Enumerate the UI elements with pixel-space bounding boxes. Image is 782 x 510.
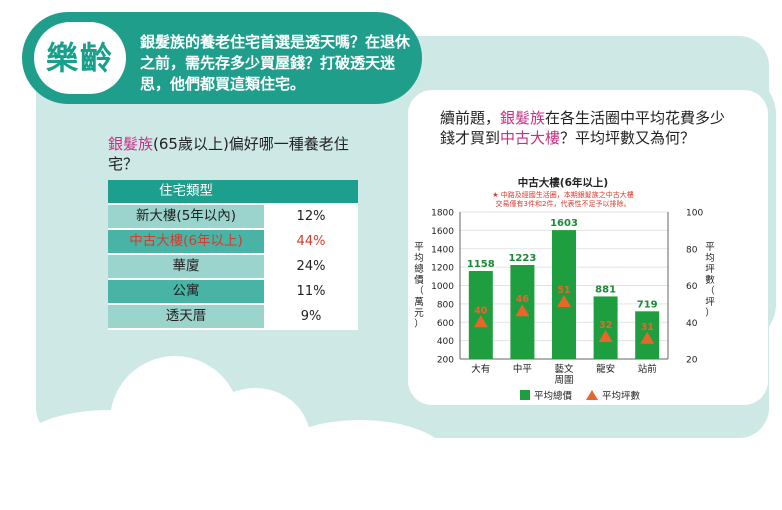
y2-tick-label: 80: [686, 245, 698, 255]
y-tick-label: 1400: [431, 245, 454, 255]
chart-title: 中古大樓(6年以上): [518, 176, 608, 189]
table-cell-type: 公寓: [108, 280, 264, 303]
table-cell-pct: 9%: [264, 305, 358, 328]
y-tick-label: 200: [437, 356, 454, 366]
y2-tick-label: 60: [686, 282, 698, 292]
y-tick-label: 400: [437, 337, 454, 347]
x-tick-label: 中平: [513, 363, 533, 375]
area-value-label: 46: [516, 294, 530, 305]
table-cell-pct: 11%: [264, 280, 358, 303]
legend-swatch-marker: [586, 390, 598, 400]
area-marker: [598, 329, 613, 342]
y2-tick-label: 40: [686, 319, 698, 329]
bar-value-label: 881: [595, 284, 616, 295]
y2-axis-title: 平均坪數（坪）: [705, 242, 715, 319]
area-marker: [557, 295, 571, 308]
table-header-type: 住宅類型: [108, 180, 264, 203]
left-question: 銀髮族(65歲以上)偏好哪一種養老住宅？: [108, 134, 358, 174]
bar: [468, 270, 493, 359]
right-question-highlight: 銀髮族: [500, 109, 546, 127]
right-question-part: 在各生活圈中平均花費多少錢才買到: [440, 109, 726, 147]
y-tick-label: 1200: [431, 264, 454, 274]
legend-label: 平均總價: [534, 390, 573, 402]
table-cell-type: 華廈: [108, 255, 264, 278]
housing-type-table: 住宅類型 新大樓(5年以內) 12% 中古大樓(6年以上) 44% 華廈 24%…: [108, 180, 358, 330]
table-cell-pct: 24%: [264, 255, 358, 278]
legend-label: 平均坪數: [602, 390, 641, 402]
badge-label: 樂齡: [45, 39, 114, 77]
y-tick-label: 1600: [431, 227, 454, 237]
left-question-highlight: 銀髮族: [108, 135, 154, 153]
right-question-part: 續前題，: [440, 109, 501, 127]
table-header-empty: [264, 180, 358, 203]
area-marker: [515, 304, 530, 317]
chart-note: ★ 中路及經國生活圈，本期銀髮族之中古大樓: [492, 190, 634, 199]
x-tick-label: 龍安: [596, 363, 615, 375]
bar-value-label: 1223: [508, 253, 536, 264]
table-row: 新大樓(5年以內) 12%: [108, 205, 358, 230]
right-question-part: ？平均坪數又為何？: [560, 129, 696, 147]
bar-value-label: 1603: [550, 218, 578, 229]
table-cell-type: 透天厝: [108, 305, 264, 328]
chart-note: 交易僅有3件和2件，代表性不足予以排除。: [496, 199, 631, 208]
y-tick-label: 1800: [431, 209, 454, 219]
table-row: 中古大樓(6年以上) 44%: [108, 230, 358, 255]
price-area-chart: 中古大樓(6年以上) ★ 中路及經國生活圈，本期銀髮族之中古大樓 交易僅有3件和…: [414, 176, 715, 403]
y-axis-title: 平均總價（萬元）: [414, 242, 424, 330]
y-tick-label: 1000: [431, 282, 454, 292]
badge: [34, 22, 126, 94]
table-cell-pct: 12%: [264, 205, 358, 228]
area-marker: [473, 315, 488, 328]
table-header-row: 住宅類型: [108, 180, 358, 205]
header-title: 銀髮族的養老住宅首選是透天嗎？在退休之前，需先存多少買屋錢？打破透天迷思，他們都…: [140, 33, 411, 93]
right-question: 續前題，銀髮族在各生活圈中平均花費多少錢才買到中古大樓？平均坪數又為何？: [440, 108, 740, 148]
x-tick-label: 站前: [638, 363, 657, 375]
area-value-label: 31: [641, 322, 654, 333]
bar: [552, 230, 576, 359]
x-tick-label: 藝文: [554, 363, 574, 375]
area-value-label: 40: [474, 305, 488, 316]
table-row: 公寓 11%: [108, 280, 358, 305]
x-tick-label: 周圍: [554, 375, 573, 386]
bar: [593, 296, 618, 359]
chart-body: 200 400 600 800 1000 1200 1400 1600 1800 20 40 60 80…: [414, 209, 715, 403]
left-question-text: (65歲以上)偏好哪一種養老住宅？: [108, 135, 349, 173]
table-row: 華廈 24%: [108, 255, 358, 280]
table-cell-type: 新大樓(5年以內): [108, 205, 264, 228]
table-cell-type: 中古大樓(6年以上): [108, 230, 264, 253]
legend-swatch-bar: [520, 390, 530, 400]
area-marker: [640, 331, 655, 344]
area-value-label: 32: [599, 320, 612, 331]
y-tick-label: 600: [437, 319, 454, 329]
bar-value-label: 719: [637, 299, 658, 310]
bar-value-label: 1158: [467, 259, 495, 270]
y2-tick-label: 20: [686, 356, 698, 366]
x-tick-label: 大有: [471, 363, 490, 375]
chart-card: [408, 90, 768, 405]
table-row: 透天厝 9%: [108, 305, 358, 330]
area-value-label: 51: [557, 285, 570, 296]
right-question-highlight: 中古大樓: [500, 129, 561, 147]
y-tick-label: 800: [437, 300, 454, 310]
y2-tick-label: 100: [686, 209, 703, 219]
table-cell-pct: 44%: [264, 230, 358, 253]
